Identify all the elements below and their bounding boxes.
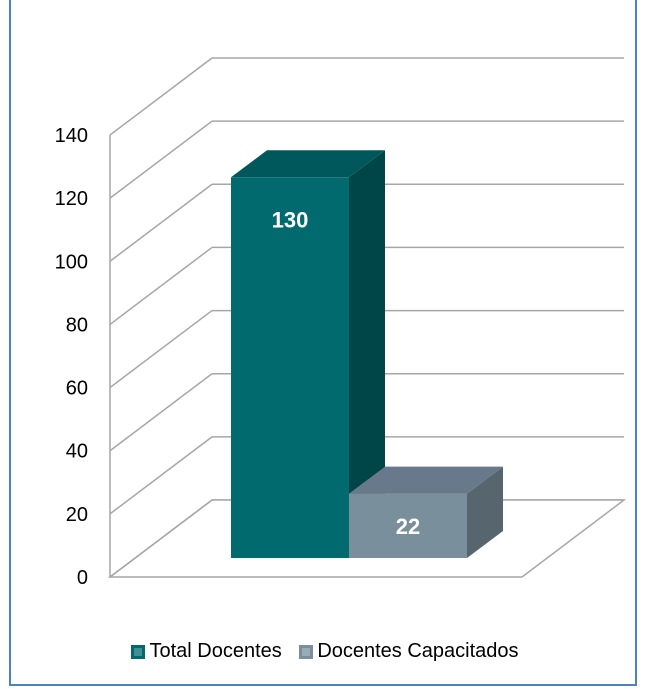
legend-label-total-docentes: Total Docentes: [149, 640, 282, 662]
chart: 0 20 40 60 80 100 120 140 130 22: [55, 57, 627, 589]
legend-swatch-total-docentes: [131, 644, 146, 659]
y-tick-label: 0: [77, 567, 88, 589]
y-tick-label: 40: [66, 441, 88, 463]
legend-label-docentes-capacitados: Docentes Capacitados: [317, 640, 519, 662]
data-label-docentes-capacitados: 22: [396, 514, 420, 539]
bar-docentes-capacitados: [349, 493, 467, 558]
y-tick-label: 120: [55, 188, 88, 210]
legend: Total Docentes Docentes Capacitados: [0, 640, 650, 665]
y-tick-label: 100: [55, 251, 88, 273]
bar-total-docentes: [231, 177, 349, 559]
gridline-side: [109, 309, 213, 389]
y-tick-label: 140: [55, 125, 88, 147]
data-label-total-docentes: 130: [272, 207, 309, 232]
gridline-side: [109, 57, 213, 136]
bar-side-docentes-capacitados: [467, 466, 503, 558]
chart-border: [9, 0, 637, 686]
legend-swatch-docentes-capacitados: [299, 644, 314, 659]
legend-item-total-docentes: Total Docentes: [131, 640, 282, 663]
y-tick-label: 20: [66, 504, 88, 526]
legend-item-docentes-capacitados: Docentes Capacitados: [299, 640, 519, 663]
bar-side-total-docentes: [349, 150, 385, 559]
gridline-side: [109, 183, 213, 262]
bar-top-total-docentes: [231, 150, 385, 178]
gridline-side: [109, 436, 213, 515]
gridline-side: [109, 120, 213, 199]
y-tick-label: 80: [66, 314, 88, 336]
y-tick-label: 60: [66, 378, 88, 400]
gridline-side: [109, 246, 213, 326]
gridline-side: [109, 373, 213, 452]
gridline-side: [109, 499, 213, 578]
bar-top-docentes-capacitados: [349, 466, 503, 494]
